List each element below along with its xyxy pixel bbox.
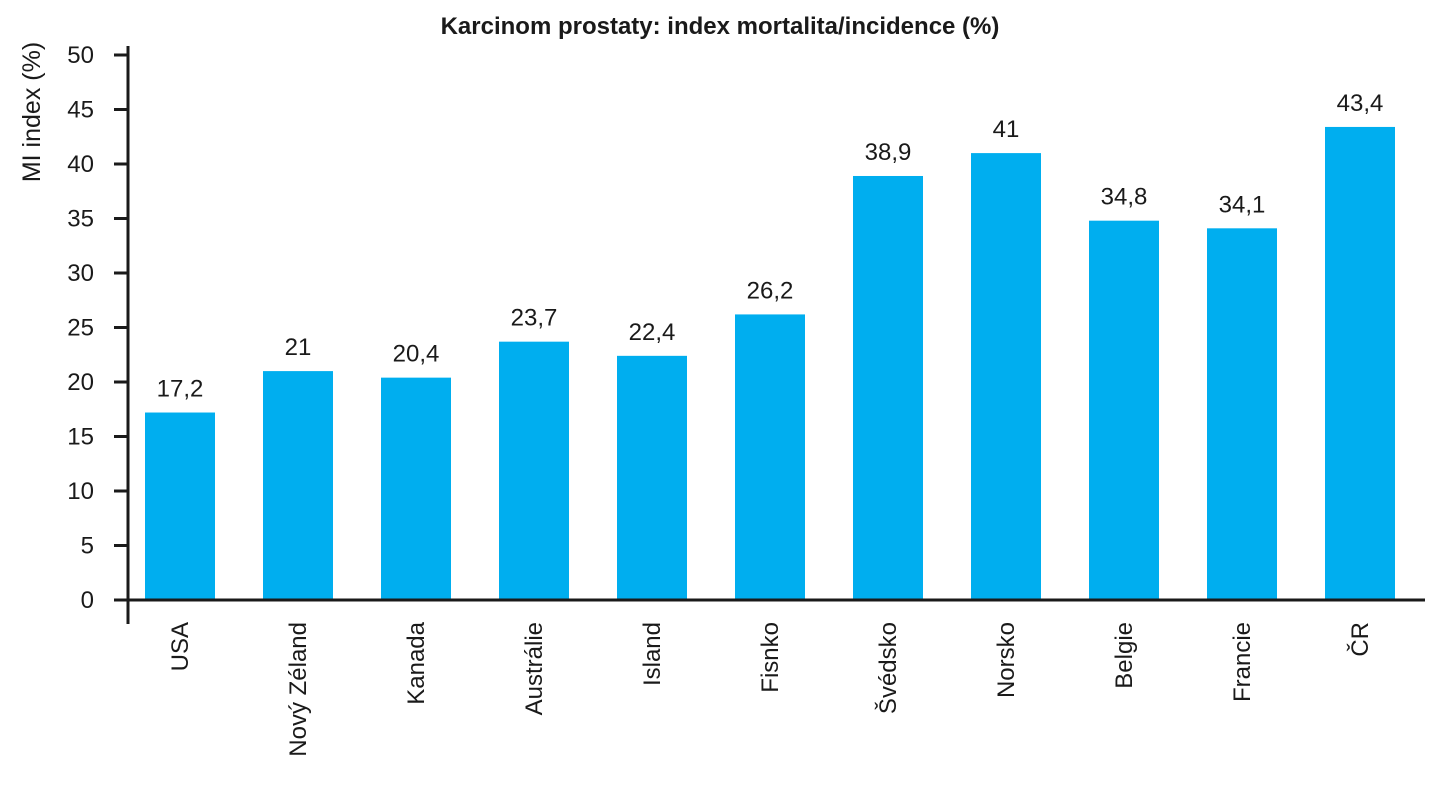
y-tick-label: 45 [67,97,94,124]
y-tick-label: 0 [81,587,94,614]
x-category-label: Kanada [403,621,430,704]
bar-value-label: 43,4 [1337,90,1384,117]
bar-value-label: 20,4 [393,341,440,368]
x-category-label: Francie [1229,622,1256,702]
bar-value-label: 41 [993,116,1020,143]
bar [381,377,451,600]
y-tick-label: 20 [67,369,94,396]
y-tick-label: 30 [67,260,94,287]
bar [145,412,215,600]
bar-value-label: 23,7 [511,305,558,332]
x-category-label: Austrálie [521,622,548,715]
y-tick-label: 15 [67,424,94,451]
bar-value-label: 21 [285,334,312,361]
bar [735,314,805,600]
bar [1207,228,1277,600]
x-category-label: USA [167,622,194,671]
x-category-label: Island [639,622,666,686]
x-category-label: Fisnko [757,622,784,693]
bar-value-label: 26,2 [747,277,794,304]
x-category-label: Nový Zéland [285,622,312,757]
bar-value-label: 17,2 [157,376,204,403]
y-tick-label: 40 [67,151,94,178]
bar-value-label: 38,9 [865,139,912,166]
bar [1089,220,1159,600]
bars-group: 17,2 21 20,4 23,7 22,4 26,2 38,9 41 34,8 34,1 43,4 [145,90,1395,601]
y-tick-label: 35 [67,206,94,233]
y-axis-ticks: 0 5 10 15 20 25 30 35 40 45 50 [67,42,128,614]
bar-value-label: 34,8 [1101,184,1148,211]
x-axis-labels: USA Nový Zéland Kanada Austrálie Island Fisnk… [167,621,1374,756]
bar [617,355,687,600]
bar-value-label: 34,1 [1219,191,1266,218]
bar [853,175,923,601]
x-category-label: Švédsko [874,622,902,714]
bar-value-label: 22,4 [629,319,676,346]
x-category-label: Norsko [993,622,1020,698]
chart-title: Karcinom prostaty: index mortalita/incid… [441,13,1000,40]
bar [971,153,1041,600]
y-tick-label: 10 [67,478,94,505]
x-category-label: Belgie [1111,622,1138,689]
y-axis-label: MI index (%) [18,42,46,182]
y-tick-label: 50 [67,42,94,69]
bar [1325,126,1395,600]
x-category-label: ČR [1346,622,1374,657]
bar [263,371,333,600]
y-tick-label: 5 [81,533,94,560]
y-tick-label: 25 [67,315,94,342]
bar [499,341,569,600]
